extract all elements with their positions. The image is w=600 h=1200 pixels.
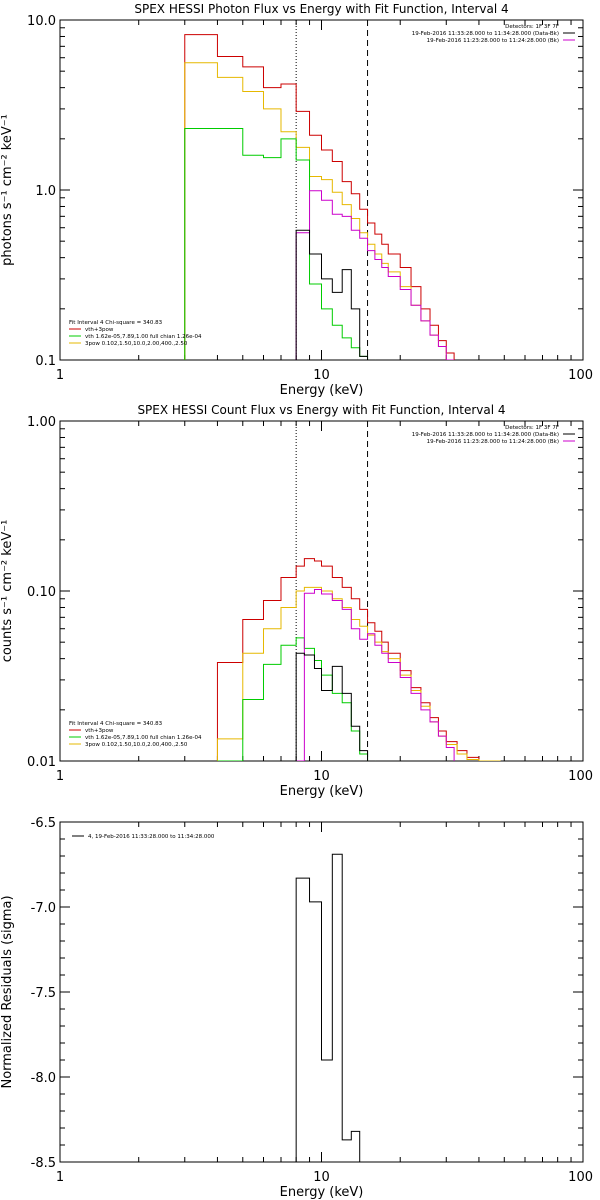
legend-left-entry: vth 1.62e-05,7.89,1.00 full chian 1.26e-…	[85, 735, 202, 741]
x-tick-label: 1	[56, 1170, 64, 1185]
legend-left-entry: 3pow 0.102,1.50,10.0,2.00,400.,2.50	[85, 742, 188, 748]
legend-right-entry: Detectors: 1F 3F 7F	[505, 425, 559, 431]
y-tick-label: -8.5	[31, 1156, 56, 1171]
y-tick-label: -8.0	[31, 1071, 56, 1086]
legend-right-entry: 19-Feb-2016 11:33:28.000 to 11:34:28.000…	[412, 432, 559, 438]
legend-right-entry: 19-Feb-2016 11:33:28.000 to 11:34:28.000…	[412, 31, 559, 37]
legend-left-entry: 3pow 0.102,1.50,10.0,2.00,400.,2.50	[85, 341, 188, 347]
series-line-4	[295, 190, 455, 360]
legend-left-entry: Fit Interval 4 Chi-square = 340.83	[69, 320, 163, 326]
x-axis-label: Energy (keV)	[280, 1185, 364, 1200]
legend-left-entry: vth 1.62e-05,7.89,1.00 full chian 1.26e-…	[85, 334, 202, 340]
chart-panel-2: 1 10 100 0.01 0.10 1.00 SPEX HESSI Count Flux …	[0, 403, 593, 799]
y-tick-label: -7.5	[31, 986, 56, 1001]
x-tick-label: 10	[313, 769, 330, 784]
legend-left-entry: vth+3pow	[85, 728, 114, 734]
chart-title: SPEX HESSI Photon Flux vs Energy with Fi…	[134, 2, 508, 16]
series-line-2	[184, 62, 455, 360]
series-line-5	[295, 229, 376, 360]
series-line-3	[184, 128, 376, 360]
x-tick-label: 10	[313, 1170, 330, 1185]
y-tick-label: 1.0	[35, 184, 56, 199]
series-line-5	[295, 652, 376, 761]
y-tick-label: 10.0	[27, 14, 56, 29]
y-tick-label: 0.1	[35, 354, 56, 369]
series-line-4	[296, 589, 455, 761]
x-axis-label: Energy (keV)	[280, 383, 364, 398]
legend-left-entry: Fit Interval 4 Chi-square = 340.83	[69, 721, 163, 727]
y-axis-label: Normalized Residuals (sigma)	[0, 895, 15, 1088]
y-tick-label: -7.0	[31, 901, 56, 916]
legend-right-entry: 19-Feb-2016 11:23:28.000 to 11:24:28.000…	[427, 439, 559, 445]
legend-top-entry: 4, 19-Feb-2016 11:33:28.000 to 11:34:28.…	[88, 834, 215, 840]
x-tick-label: 100	[568, 1170, 593, 1185]
legend-right-entry: Detectors: 1F 3F 7F	[505, 24, 559, 30]
x-tick-label: 10	[313, 368, 330, 383]
series-line-1	[295, 853, 376, 1162]
legend-right-entry: 19-Feb-2016 11:23:28.000 to 11:24:28.000…	[427, 38, 559, 44]
x-tick-label: 1	[56, 368, 64, 383]
y-axis-label: counts s⁻¹ cm⁻² keV⁻¹	[0, 520, 15, 663]
chart-panel-3: 1 10 100 -8.5 -8.0 -7.5 -7.0 -6.5 Energy (keV) No…	[0, 816, 593, 1200]
series-line-1	[184, 34, 455, 360]
x-axis-label: Energy (keV)	[280, 784, 364, 799]
x-tick-label: 1	[56, 769, 64, 784]
y-tick-label: 0.01	[27, 755, 56, 770]
y-tick-label: -6.5	[31, 816, 56, 831]
y-tick-label: 1.00	[27, 415, 56, 430]
y-axis-label: photons s⁻¹ cm⁻² keV⁻¹	[0, 114, 15, 266]
chart-title: SPEX HESSI Count Flux vs Energy with Fit…	[137, 403, 505, 417]
x-tick-label: 100	[568, 769, 593, 784]
y-tick-label: 0.10	[27, 585, 56, 600]
series-line-3	[217, 637, 376, 761]
series-line-2	[216, 586, 501, 761]
chart-panel-1: 1 10 100 0.1 1.0 10.0 SPEX HESSI Photon Flux v…	[0, 2, 593, 398]
legend-left-entry: vth+3pow	[85, 327, 114, 333]
x-tick-label: 100	[568, 368, 593, 383]
